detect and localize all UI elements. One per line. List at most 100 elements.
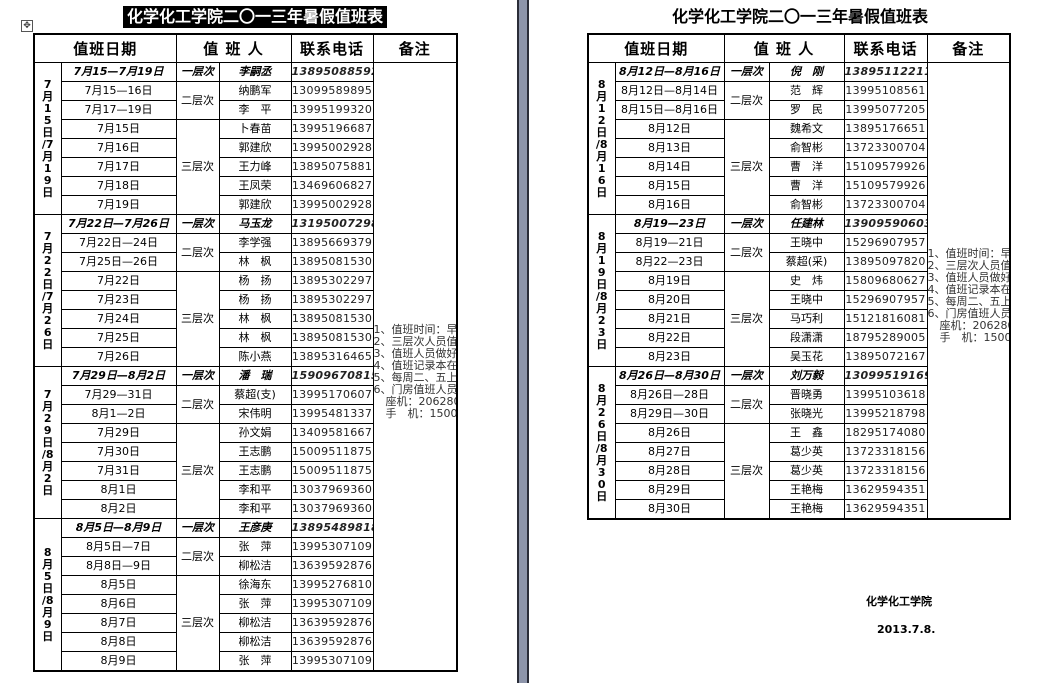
week-range-cell: 7月15日/7月19日: [33, 62, 62, 215]
duty-person-name: 马玉龙: [218, 214, 292, 234]
level-first: 一层次: [723, 366, 770, 386]
note-contact: 手 机：15009583130，: [939, 330, 1010, 344]
table-row: 8月12日 三层次 魏希文 13895176651: [588, 119, 1010, 215]
duty-date: 8月29日—30日: [614, 404, 725, 424]
level-first: 一层次: [723, 214, 770, 234]
table-row: 8月8日 柳松洁 13639592876: [34, 632, 457, 652]
note-item: 2、三层次人员值班地点在学院一楼(106)值班室，值班室钥匙请上学院门房取；: [373, 334, 458, 348]
duty-schedule-table: 值班日期值 班 人联系电话 备注 8月12日/8月16日 8月12日—8月16日 一层次…: [587, 33, 1012, 520]
duty-phone: 13995199320: [290, 100, 374, 120]
duty-phone: 13037969360: [290, 499, 374, 519]
table-row: 8月15日 曹 洋 15109579926: [588, 176, 1010, 196]
duty-date: 7月29—31日: [60, 385, 177, 405]
table-row: 7月25日 林 枫 13895081530: [34, 328, 457, 348]
level-second: 二层次: [723, 385, 770, 424]
duty-person-name: 李学强: [218, 233, 292, 253]
note-item: 6、门房值班人员靳伟宁，: [373, 382, 458, 396]
duty-date: 8月14日: [614, 157, 725, 177]
duty-person-name: 李 平: [218, 100, 292, 120]
duty-phone: 13995108561: [843, 81, 928, 101]
duty-date: 8月19—21日: [614, 233, 725, 253]
duty-person-name: 曹 洋: [768, 157, 845, 177]
duty-phone: 13195007298: [290, 214, 374, 234]
duty-person-name: 马巧利: [768, 309, 845, 329]
level-second: 二层次: [175, 233, 220, 272]
note-item: 1、值班时间：早9:00—11:00；下午 3:00—5:00；: [373, 322, 458, 336]
level-second: 二层次: [175, 385, 220, 424]
table-row: 7月15日 三层次 卜春苗 13995196687: [34, 119, 457, 215]
duty-phone: 13895081530: [290, 252, 374, 272]
table-row: 8月1日 李和平 13037969360: [34, 480, 457, 500]
table-row: 7月29—31日 二层次 蔡超(支) 13995170607: [34, 385, 457, 424]
week-range-label: 7月22日/7月26日: [41, 229, 54, 351]
table-row: 7月30日 王志鹏 15009511875: [34, 442, 457, 462]
duty-phone: 13995170607: [290, 385, 374, 405]
duty-date: 8月21日: [614, 309, 725, 329]
duty-date: 8月8日—9日: [60, 556, 177, 576]
duty-phone: 13995196687: [290, 119, 374, 139]
table-row: 7月25日—26日 林 枫 13895081530: [34, 252, 457, 272]
duty-phone: 13895176651: [843, 119, 928, 139]
table-row: 8月29日 王艳梅 13629594351: [588, 480, 1010, 500]
week-range-label: 7月29日/8月2日: [41, 387, 54, 497]
duty-date: 8月22日: [614, 328, 725, 348]
duty-date: 7月16日: [60, 138, 177, 158]
duty-person-name: 倪 刚: [768, 62, 845, 82]
header-phone: 联系电话: [290, 33, 374, 63]
level-second: 二层次: [175, 81, 220, 120]
duty-phone: 15296907957: [843, 233, 928, 253]
duty-date: 7月22日—7月26日: [60, 214, 177, 234]
duty-person-name: 王彦庚: [218, 518, 292, 538]
note-contact: 座机：2062806，: [939, 318, 1010, 332]
duty-person-name: 蔡超(支): [218, 385, 292, 405]
duty-person-name: 孙文娟: [218, 423, 292, 443]
week-range-label: 8月19日/8月23日: [595, 229, 608, 351]
level-third: 三层次: [175, 423, 220, 519]
week-range-cell: 7月29日/8月2日: [33, 366, 62, 519]
note-item: 4、值班记录本在值班室存放；: [927, 282, 1009, 296]
table-move-handle-icon[interactable]: ✥: [21, 20, 33, 32]
duty-person-name: 刘万毅: [768, 366, 845, 386]
table-row: 7月15日/7月19日 7月15—7月19日 一层次 李嗣丞 13895088592 1、…: [33, 62, 458, 672]
table-row: 8月23日 吴玉花 13895072167: [588, 347, 1010, 367]
duty-person-name: 王志鹏: [218, 461, 292, 481]
duty-person-name: 范 辉: [768, 81, 845, 101]
duty-phone: 15009511875: [290, 461, 374, 481]
duty-date: 8月27日: [614, 442, 725, 462]
duty-date: 7月26日: [60, 347, 177, 367]
table-row: 7月19日 郭建欣 13995002928: [34, 195, 457, 215]
duty-person-name: 杨 扬: [218, 290, 292, 310]
duty-phone: 13895316465: [290, 347, 374, 367]
duty-phone: 13895302297: [290, 271, 374, 291]
duty-date: 8月22—23日: [614, 252, 725, 272]
duty-person-name: 李嗣丞: [218, 62, 292, 82]
duty-phone: 18795289005: [843, 328, 928, 348]
level-third: 三层次: [175, 119, 220, 215]
table-row: 8月21日 马巧利 15121816081: [588, 309, 1010, 329]
note-item: 6、门房值班人员靳伟宁，: [927, 306, 1009, 320]
level-second: 二层次: [723, 81, 770, 120]
table-row: 8月15日—8月16日 罗 民 13995077205: [588, 100, 1010, 120]
note-item: 4、值班记录本在值班室存放；: [373, 358, 458, 372]
table-row: 8月12日/8月16日 8月12日—8月16日 一层次倪 刚 13895112211 1…: [587, 62, 1011, 520]
duty-date: 8月1—2日: [60, 404, 177, 424]
week-range-label: 7月15日/7月19日: [41, 77, 54, 199]
duty-date: 8月12日—8月14日: [614, 81, 725, 101]
duty-phone: 13995276810: [290, 575, 374, 595]
duty-phone: 13895489818: [290, 518, 374, 538]
duty-person-name: 王力峰: [218, 157, 292, 177]
table-row: 8月26日 三层次王 鑫 18295174080: [588, 423, 1010, 520]
duty-date: 8月28日: [614, 461, 725, 481]
duty-phone: 13995077205: [843, 100, 928, 120]
duty-person-name: 蔡超(采): [768, 252, 845, 272]
duty-date: 7月18日: [60, 176, 177, 196]
duty-date: 7月25日: [60, 328, 177, 348]
document-page-left: ✥ 化学化工学院二〇一三年暑假值班表 值班日期值 班 人联系电话 备注 7月15日/…: [0, 0, 517, 683]
note-item: 2、三层次人员值班地点在学院一楼(106)值班室，值班室钥匙请上学院门房取；: [927, 258, 1009, 272]
duty-date: 7月29日: [60, 423, 177, 443]
table-row: 8月7日 柳松洁 13639592876: [34, 613, 457, 633]
duty-phone: 15809680627: [843, 271, 928, 291]
duty-phone: 13895075881: [290, 157, 374, 177]
duty-date: 7月15—16日: [60, 81, 177, 101]
table-row: 8月5日—7日 二层次张 萍 13995307109: [34, 537, 457, 576]
